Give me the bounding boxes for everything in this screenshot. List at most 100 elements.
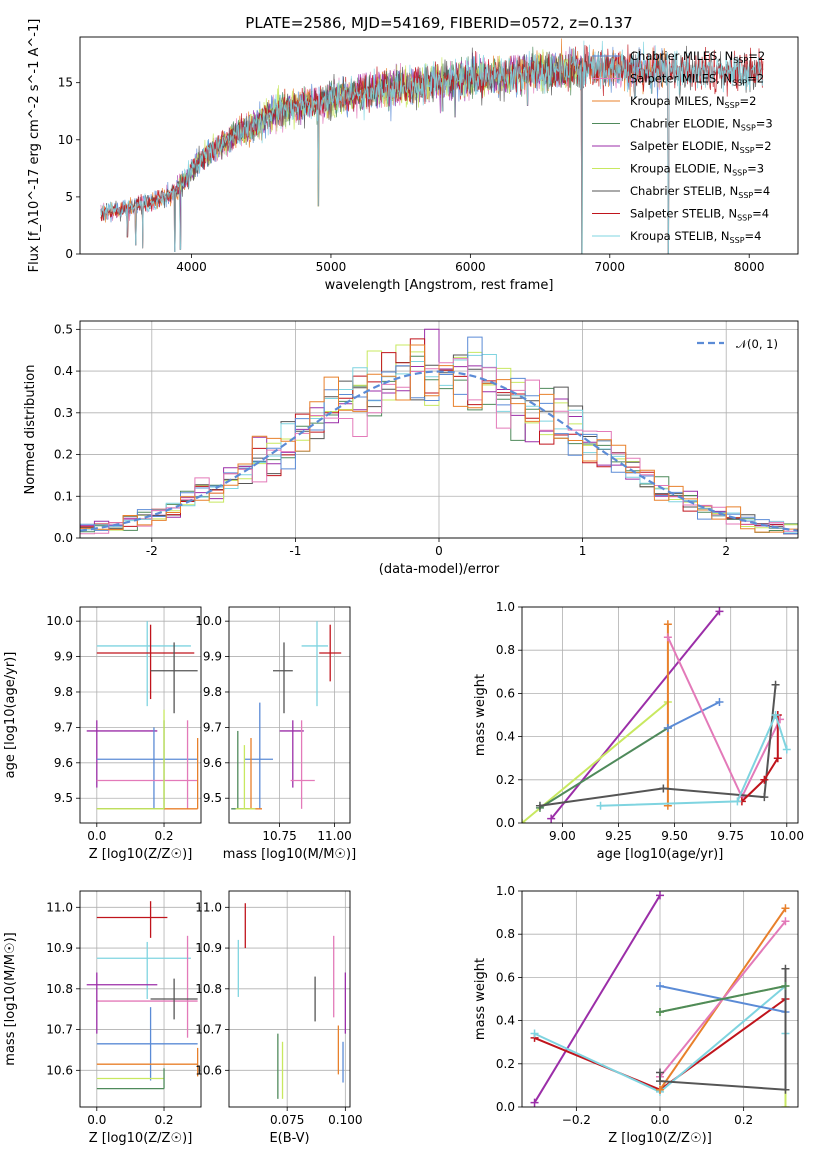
y-axis-label: mass [log10(M/M☉)] xyxy=(3,932,18,1065)
weight-marker xyxy=(715,698,724,707)
spectrum-line xyxy=(100,40,764,254)
y-axis-label: mass weight xyxy=(473,958,488,1040)
errorbar-point xyxy=(319,624,342,682)
y-axis-label: mass weight xyxy=(473,674,488,756)
y-tick-label: 10.9 xyxy=(46,941,73,955)
plot-age_vs_mass: 10.75 11.00 9.5 9.6 9.7 9.8 9.9 10.0 mass [log10… xyxy=(195,606,356,862)
y-tick-label: 9.7 xyxy=(54,720,73,734)
y-tick-label: 0.4 xyxy=(54,364,73,378)
plot-area xyxy=(522,607,791,823)
weight-marker xyxy=(781,982,790,991)
legend-label: Chabrier STELIB, NSSP=4 xyxy=(630,184,770,200)
y-tick-label: 10.8 xyxy=(46,982,73,996)
y-tick-label: 0.8 xyxy=(496,643,515,657)
y-tick-label: 0.4 xyxy=(496,730,515,744)
weight-marker xyxy=(781,1085,790,1094)
y-tick-label: 15 xyxy=(58,76,73,90)
y-tick-label: 9.9 xyxy=(203,650,222,664)
errorbar-point xyxy=(96,1007,198,1081)
y-tick-label: 9.6 xyxy=(54,756,73,770)
x-tick-label: 10.75 xyxy=(262,829,296,843)
plot-area xyxy=(80,328,798,535)
weight-marker xyxy=(656,1077,664,1086)
axes-frame xyxy=(79,36,799,255)
y-tick-label: 11.0 xyxy=(46,900,73,914)
errorbar-point xyxy=(244,702,273,809)
y-tick-label: 1.0 xyxy=(496,600,515,614)
weight-series xyxy=(530,891,664,1107)
weight-line xyxy=(659,985,786,1013)
weight-marker xyxy=(781,1103,790,1107)
y-tick-label: 9.8 xyxy=(54,685,73,699)
weight-line xyxy=(741,715,779,803)
errorbar-point xyxy=(150,642,198,714)
weight-marker xyxy=(781,904,790,913)
plot-area xyxy=(86,621,199,810)
errorbar-point xyxy=(96,1047,199,1077)
x-tick-label: 0.2 xyxy=(734,1113,753,1127)
x-tick-label: 10.00 xyxy=(770,829,804,843)
x-tick-label: 0.0 xyxy=(650,1113,669,1127)
plot-age_vs_Z: 0.0 0.2 9.5 9.6 9.7 9.8 9.9 10.0 Z [log10(Z/Z☉)]… xyxy=(3,606,202,862)
y-tick-label: 10.9 xyxy=(195,941,222,955)
y-tick-label: 9.5 xyxy=(203,791,222,805)
weight-marker xyxy=(596,801,605,810)
y-tick-label: 5 xyxy=(65,190,73,204)
weight-marker xyxy=(656,1068,664,1077)
errorbar-point xyxy=(279,720,304,788)
y-tick-label: 0.3 xyxy=(54,406,73,420)
x-tick-label: 9.25 xyxy=(605,829,632,843)
errorbar-point xyxy=(86,720,158,788)
plot-spectrum: 4000 5000 6000 7000 8000 0 5 10 15 wavelength [An… xyxy=(27,19,799,293)
weight-marker xyxy=(663,620,672,629)
axes-frame xyxy=(228,606,351,824)
y-tick-label: 10.0 xyxy=(46,614,73,628)
weight-line xyxy=(659,968,787,1091)
x-tick-label: 0.100 xyxy=(328,1113,362,1127)
figure-title: PLATE=2586, MJD=54169, FIBERID=0572, z=0… xyxy=(245,14,632,32)
weight-series xyxy=(663,698,724,732)
y-axis-label: age [log10(age/yr)] xyxy=(3,652,18,779)
y-tick-label: 10.7 xyxy=(46,1023,73,1037)
weight-line xyxy=(539,684,777,807)
plot-weight_vs_Z: −0.2 0.0 0.2 0.0 0.2 0.4 0.6 0.8 1.0 Z [log10(Z/Z… xyxy=(473,884,799,1146)
errorbar-point xyxy=(273,642,293,714)
y-tick-label: 1.0 xyxy=(496,884,515,898)
errorbar-point xyxy=(96,727,198,809)
x-tick-label: -2 xyxy=(146,544,158,558)
weight-series xyxy=(656,982,790,1016)
x-tick-label: 0 xyxy=(435,544,443,558)
y-tick-label: 10.6 xyxy=(46,1063,73,1077)
normal-curve xyxy=(80,370,798,532)
y-tick-label: 9.5 xyxy=(54,791,73,805)
legend-label: Kroupa ELODIE, NSSP=3 xyxy=(630,162,764,178)
legend-label: Salpeter STELIB, NSSP=4 xyxy=(630,207,769,223)
errorbar-point xyxy=(96,901,168,938)
weight-marker xyxy=(656,1085,664,1094)
y-tick-label: 0.1 xyxy=(54,489,73,503)
y-axis-label: Flux [f_λ10^-17 erg cm^-2 s^-1 A^-1] xyxy=(27,19,42,273)
weight-marker xyxy=(530,1098,539,1107)
legend-label: Chabrier ELODIE, NSSP=3 xyxy=(630,117,773,133)
errorbar-point xyxy=(96,720,198,809)
y-tick-label: 0.0 xyxy=(496,1100,515,1114)
x-tick-label: 0.0 xyxy=(87,829,106,843)
errorbar-point xyxy=(96,624,195,700)
x-tick-label: 8000 xyxy=(734,260,765,274)
legend-label: Chabrier MILES, NSSP=2 xyxy=(630,49,765,65)
x-axis-label: wavelength [Angstrom, rest frame] xyxy=(325,278,554,293)
axes-frame xyxy=(79,890,202,1108)
x-tick-label: 0.2 xyxy=(154,829,173,843)
errorbar-point xyxy=(96,621,191,707)
y-tick-label: 0.6 xyxy=(496,686,515,700)
x-axis-label: Z [log10(Z/Z☉)] xyxy=(89,1131,193,1146)
weight-marker xyxy=(760,793,769,802)
weight-marker xyxy=(733,797,742,806)
plot-area xyxy=(237,903,346,1099)
plot-area xyxy=(231,621,342,810)
y-tick-label: 9.8 xyxy=(203,685,222,699)
weight-line xyxy=(667,701,720,729)
weight-line xyxy=(600,712,788,807)
x-tick-label: 4000 xyxy=(176,260,207,274)
